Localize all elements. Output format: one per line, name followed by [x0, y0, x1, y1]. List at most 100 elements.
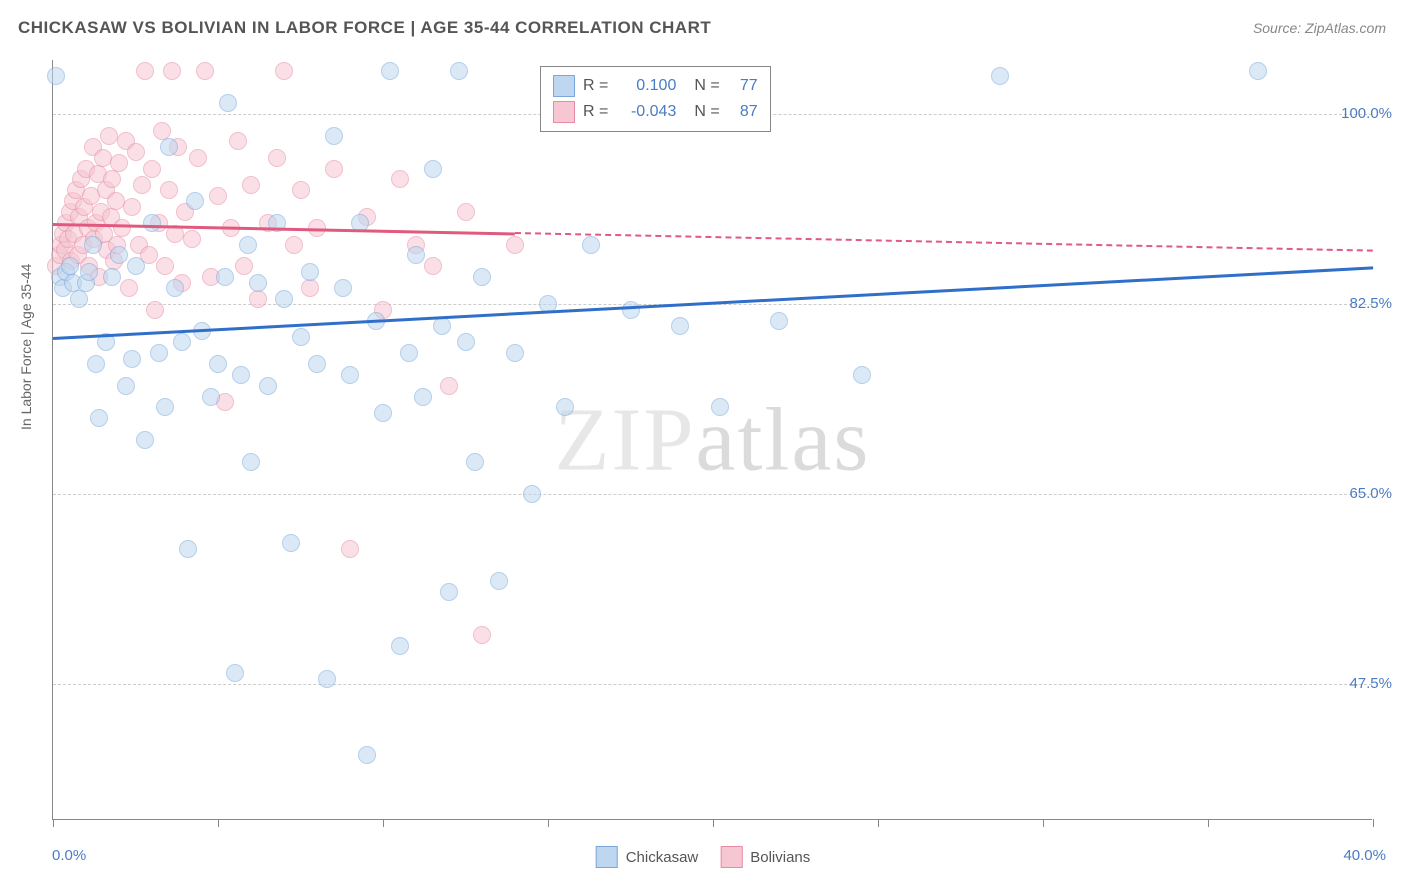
data-point [160, 138, 178, 156]
data-point [1249, 62, 1267, 80]
data-point [457, 203, 475, 221]
data-point [123, 350, 141, 368]
data-point [334, 279, 352, 297]
data-point [457, 333, 475, 351]
data-point [242, 453, 260, 471]
stats-swatch [553, 75, 575, 97]
data-point [381, 62, 399, 80]
legend-swatch [720, 846, 742, 868]
data-point [391, 637, 409, 655]
data-point [100, 127, 118, 145]
data-point [391, 170, 409, 188]
stats-r-value: 0.100 [616, 77, 676, 95]
data-point [163, 62, 181, 80]
data-point [107, 192, 125, 210]
data-point [466, 453, 484, 471]
data-point [622, 301, 640, 319]
x-tick [548, 819, 549, 827]
data-point [94, 149, 112, 167]
data-point [47, 67, 65, 85]
data-point [80, 263, 98, 281]
stats-r-label: R = [583, 77, 608, 95]
data-point [146, 301, 164, 319]
data-point [285, 236, 303, 254]
stats-r-label: R = [583, 103, 608, 121]
data-point [84, 236, 102, 254]
x-tick [218, 819, 219, 827]
chart-container: CHICKASAW VS BOLIVIAN IN LABOR FORCE | A… [0, 0, 1406, 892]
data-point [341, 540, 359, 558]
data-point [556, 398, 574, 416]
data-point [202, 388, 220, 406]
y-tick-label: 82.5% [1349, 295, 1392, 312]
legend: ChickasawBolivians [596, 846, 811, 868]
data-point [209, 187, 227, 205]
stats-r-value: -0.043 [616, 103, 676, 121]
grid-line [53, 494, 1372, 495]
data-point [523, 485, 541, 503]
data-point [711, 398, 729, 416]
x-tick [1208, 819, 1209, 827]
data-point [325, 160, 343, 178]
data-point [301, 263, 319, 281]
data-point [127, 257, 145, 275]
y-tick-label: 47.5% [1349, 675, 1392, 692]
data-point [219, 94, 237, 112]
data-point [117, 377, 135, 395]
data-point [424, 160, 442, 178]
data-point [61, 257, 79, 275]
grid-line [53, 684, 1372, 685]
data-point [127, 143, 145, 161]
legend-swatch [596, 846, 618, 868]
data-point [259, 377, 277, 395]
data-point [853, 366, 871, 384]
data-point [150, 344, 168, 362]
data-point [209, 355, 227, 373]
data-point [156, 398, 174, 416]
data-point [239, 236, 257, 254]
data-point [275, 62, 293, 80]
data-point [473, 268, 491, 286]
data-point [166, 279, 184, 297]
data-point [275, 290, 293, 308]
data-point [991, 67, 1009, 85]
data-point [374, 404, 392, 422]
x-tick [1043, 819, 1044, 827]
data-point [414, 388, 432, 406]
x-tick [878, 819, 879, 827]
stats-swatch [553, 101, 575, 123]
data-point [183, 230, 201, 248]
stats-row: R =-0.043N =87 [553, 99, 758, 125]
x-axis-min: 0.0% [52, 847, 86, 864]
stats-n-label: N = [694, 77, 719, 95]
data-point [400, 344, 418, 362]
watermark-a: ZIP [555, 390, 696, 489]
data-point [358, 746, 376, 764]
data-point [216, 268, 234, 286]
data-point [70, 290, 88, 308]
data-point [120, 279, 138, 297]
data-point [490, 572, 508, 590]
data-point [301, 279, 319, 297]
data-point [268, 149, 286, 167]
data-point [196, 62, 214, 80]
legend-item: Bolivians [720, 846, 810, 868]
data-point [90, 409, 108, 427]
data-point [136, 62, 154, 80]
data-point [433, 317, 451, 335]
stats-n-label: N = [694, 103, 719, 121]
data-point [143, 214, 161, 232]
data-point [232, 366, 250, 384]
data-point [249, 290, 267, 308]
trend-line [515, 232, 1373, 252]
data-point [235, 257, 253, 275]
data-point [473, 626, 491, 644]
data-point [325, 127, 343, 145]
x-tick [383, 819, 384, 827]
x-tick [1373, 819, 1374, 827]
data-point [123, 198, 141, 216]
data-point [133, 176, 151, 194]
data-point [506, 236, 524, 254]
data-point [249, 274, 267, 292]
data-point [179, 540, 197, 558]
